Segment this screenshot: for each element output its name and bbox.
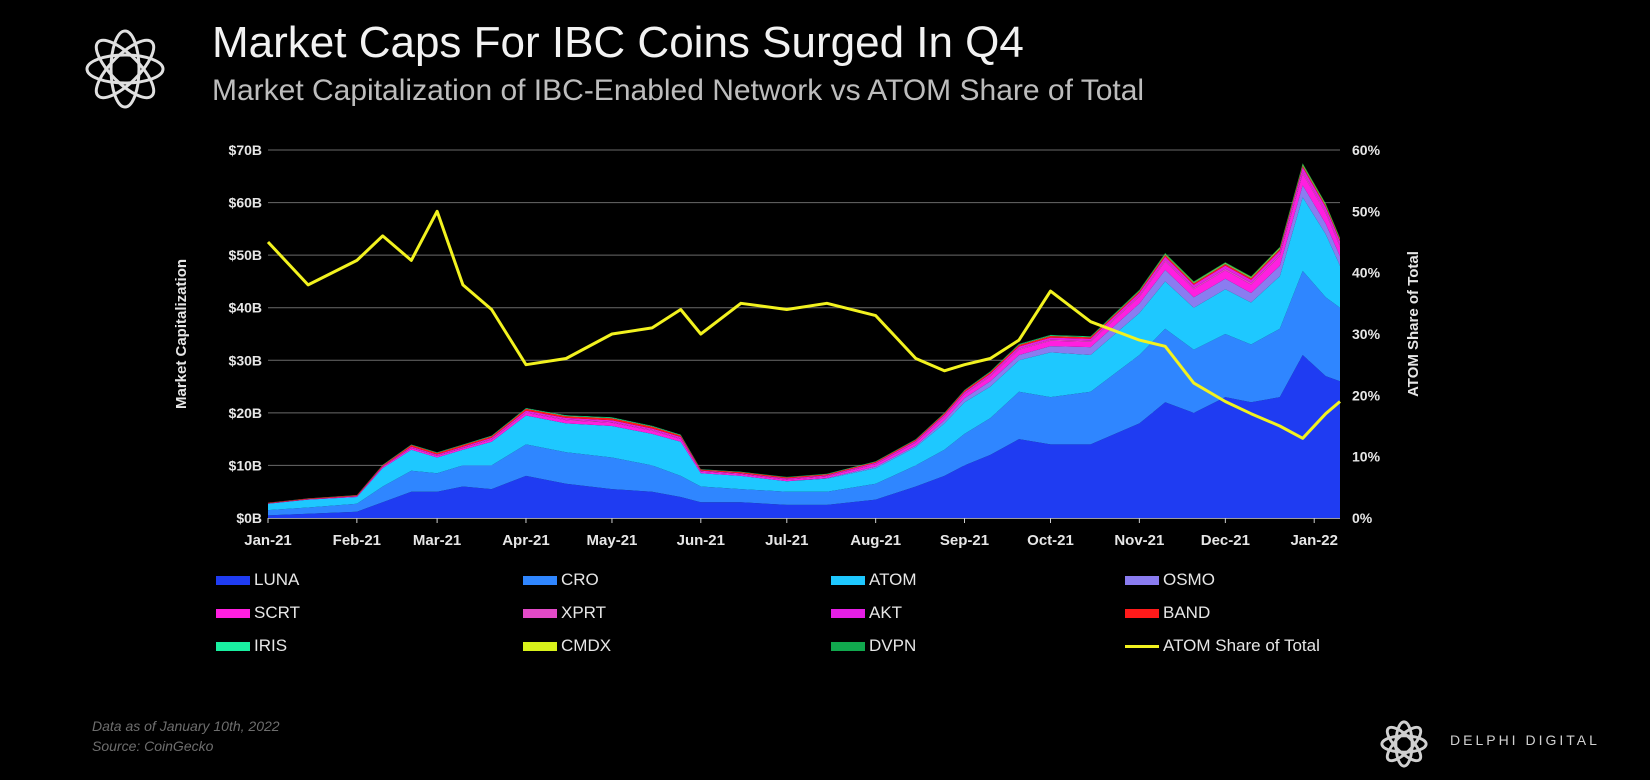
area-luna [268,355,1340,518]
footnote-source: Source: CoinGecko [92,738,214,754]
y2-tick-label: 30% [1352,326,1381,342]
x-tick-label: Sep-21 [940,532,989,549]
y2-axis-label: ATOM Share of Total [1405,251,1422,397]
chart-subtitle: Market Capitalization of IBC-Enabled Net… [212,74,1145,107]
line-atom-share [266,209,1341,440]
brand-logo-icon [1380,720,1428,768]
brand-name: DELPHI DIGITAL [1450,732,1600,748]
x-tick-label: Jun-21 [677,532,725,549]
y-tick-label: $0B [236,510,262,526]
y2-tick-label: 0% [1352,510,1373,526]
y2-tick-label: 20% [1352,387,1381,403]
x-tick-label: Nov-21 [1114,532,1164,549]
x-tick-label: May-21 [587,532,638,549]
y-tick-label: $70B [229,142,262,158]
area-cro [268,270,1340,516]
y-tick-label: $20B [229,405,262,421]
delphi-digital-logo-icon [85,29,165,109]
x-tick-label: Oct-21 [1027,532,1074,549]
x-tick-label: Mar-21 [413,532,461,549]
y-tick-label: $60B [229,195,262,211]
y-axis-label: Market Capitalization [173,259,190,409]
area-atom [268,197,1340,511]
x-tick-label: Jan-21 [244,532,292,549]
x-tick-label: Dec-21 [1201,532,1250,549]
footnote-date: Data as of January 10th, 2022 [92,718,280,734]
x-tick-label: Apr-21 [502,532,550,549]
x-tick-label: Jan-22 [1290,532,1338,549]
y2-tick-label: 10% [1352,449,1381,465]
x-tick-label: Aug-21 [850,532,901,549]
y2-tick-label: 60% [1352,142,1381,158]
y2-tick-label: 40% [1352,265,1381,281]
x-tick-label: Jul-21 [765,532,808,549]
y2-tick-label: 50% [1352,203,1381,219]
y-tick-label: $10B [229,457,262,473]
y-tick-label: $50B [229,247,262,263]
x-tick-label: Feb-21 [333,532,381,549]
y-tick-label: $30B [229,352,262,368]
chart-title: Market Caps For IBC Coins Surged In Q4 [212,18,1024,67]
y-tick-label: $40B [229,300,262,316]
